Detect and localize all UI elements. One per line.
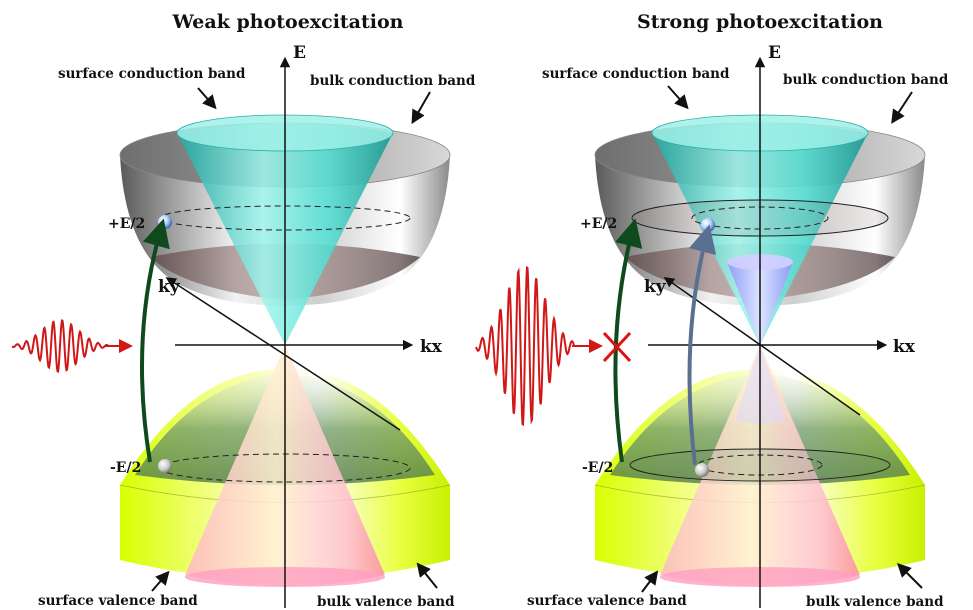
surface-valence-label: surface valence band <box>38 593 198 609</box>
excited-electron <box>701 218 715 232</box>
panel-weak: Weak photoexcitation E kx ky +E/2 -E/2 s… <box>11 11 476 610</box>
axis-kx-label: kx <box>893 337 916 357</box>
surface-valence-label: surface valence band <box>527 593 687 609</box>
bulk-excitation-arrow <box>687 224 717 466</box>
axis-ky-label: ky <box>158 277 181 297</box>
ky-axis <box>663 276 861 416</box>
plus-level-label: +E/2 <box>108 216 145 232</box>
hole <box>695 463 709 477</box>
blocked-mark <box>602 331 632 363</box>
excited-electron <box>158 215 172 229</box>
bulk-valence-label: bulk valence band <box>806 594 944 610</box>
panel-title: Strong photoexcitation <box>637 11 883 33</box>
panel-title: Weak photoexcitation <box>172 11 404 33</box>
light-pulse <box>475 265 575 427</box>
minus-level-label: -E/2 <box>110 460 141 476</box>
axis-kx-label: kx <box>420 337 443 357</box>
plus-level-label: +E/2 <box>580 216 617 232</box>
axis-e-label: E <box>293 43 306 63</box>
surface-conduction-label: surface conduction band <box>542 66 730 82</box>
minus-level-label: -E/2 <box>582 460 613 476</box>
excitation-arrow <box>140 218 170 463</box>
axis-e-label: E <box>768 43 781 63</box>
bulk-conduction-label: bulk conduction band <box>783 72 949 88</box>
hole <box>158 459 172 473</box>
surface-conduction-label: surface conduction band <box>58 66 246 82</box>
axis-ky-label: ky <box>644 277 667 297</box>
bulk-valence-label: bulk valence band <box>317 594 455 610</box>
ky-axis <box>165 277 401 431</box>
blocked-excitation-arrow <box>613 218 643 463</box>
panel-strong: Strong photoexcitation E kx ky +E/2 -E/2 <box>475 11 949 610</box>
light-pulse <box>11 319 109 373</box>
bulk-conduction-label: bulk conduction band <box>310 73 476 89</box>
